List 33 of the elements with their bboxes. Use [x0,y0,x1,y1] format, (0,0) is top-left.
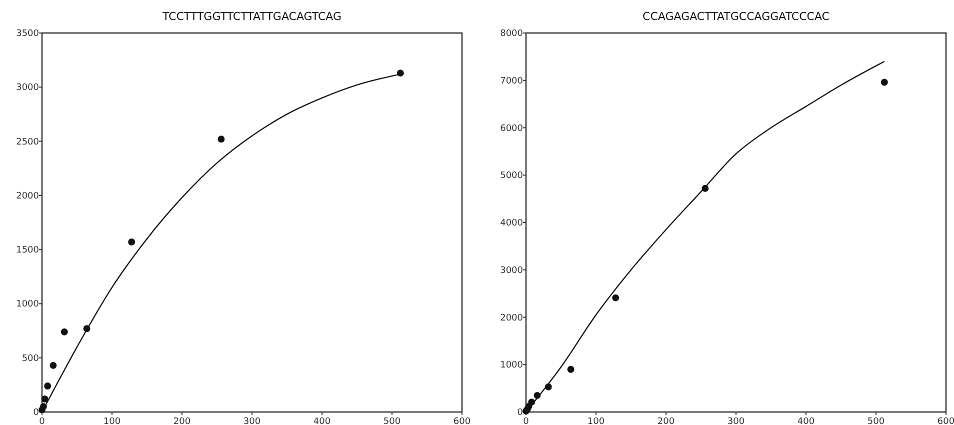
y-tick-label: 7000 [500,76,524,86]
x-tick-label: 400 [797,417,815,425]
y-tick-label: 1000 [500,360,524,371]
y-tick-label: 1000 [16,300,40,310]
x-tick-label: 0 [523,417,530,425]
x-tick-label: 600 [937,417,954,425]
x-tick-label: 300 [243,417,261,425]
x-tick-label: 100 [103,417,121,425]
chart-title: CCAGAGACTTATGCCAGGATCCCAC [642,10,830,23]
x-tick-label: 400 [313,417,331,425]
y-tick-label: 3000 [16,83,40,94]
y-tick-label: 0 [517,408,524,418]
y-tick-label: 0 [33,408,40,418]
y-tick-label: 3500 [16,29,40,39]
x-tick-label: 0 [39,417,46,425]
y-tick-label: 8000 [500,29,524,39]
x-tick-label: 500 [867,417,885,425]
x-tick-label: 200 [173,417,191,425]
y-tick-label: 2000 [16,191,40,202]
x-tick-label: 600 [453,417,471,425]
y-tick-label: 3000 [500,266,524,276]
y-tick-label: 500 [22,354,40,364]
y-tick-label: 4000 [500,218,524,228]
x-tick-label: 200 [657,417,675,425]
y-tick-label: 2000 [500,313,524,324]
x-tick-label: 500 [383,417,401,425]
y-tick-label: 5000 [500,171,524,182]
x-tick-label: 100 [587,417,605,425]
x-tick-label: 300 [727,417,745,425]
y-tick-label: 2500 [16,137,40,148]
y-tick-label: 1500 [16,246,40,256]
chart-title: TCCTTTGGTTCTTATTGACAGTCAG [161,10,342,23]
y-tick-label: 6000 [500,124,524,134]
